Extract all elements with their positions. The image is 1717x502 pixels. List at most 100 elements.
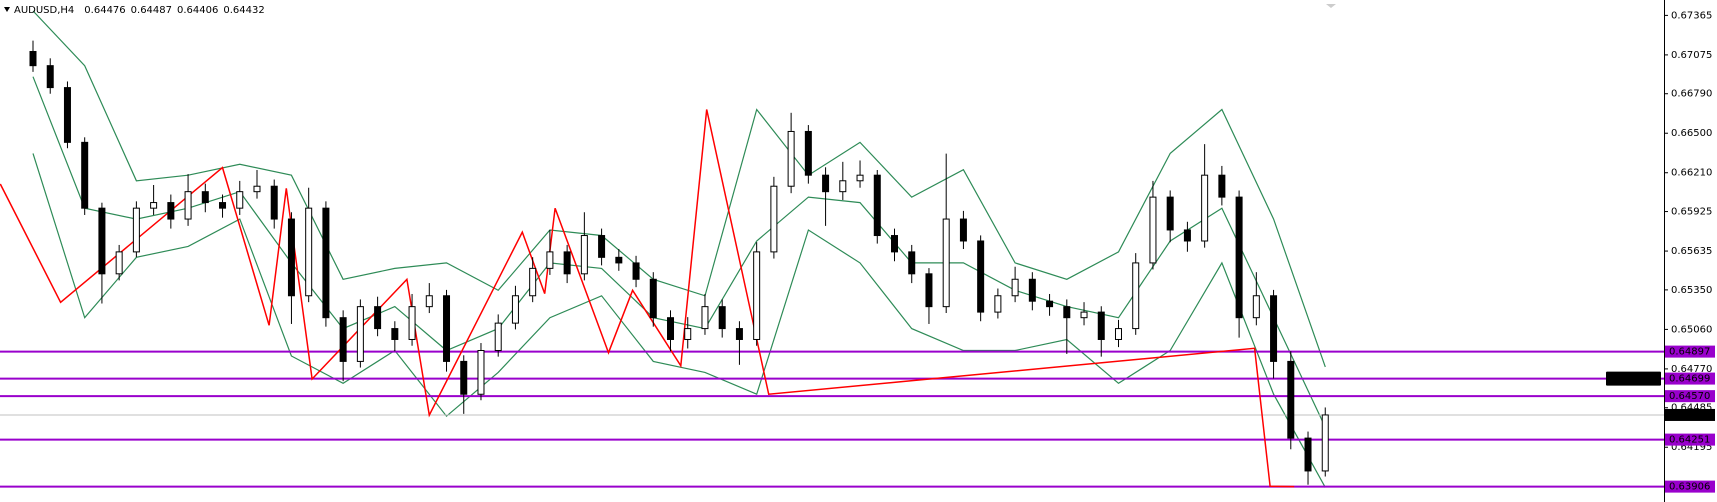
candle-body [356, 306, 364, 362]
quote-value: 0.64406 [177, 5, 218, 16]
candle-body [494, 322, 502, 352]
candle-body [201, 191, 209, 204]
symbol-title: AUDUSD,H4 [14, 5, 74, 16]
quote-value: 0.64432 [223, 5, 264, 16]
candle-body [477, 350, 485, 395]
bollinger-lower [32, 153, 1326, 488]
candle-body [891, 235, 898, 253]
candle-body [718, 306, 726, 330]
candle-body [1166, 196, 1174, 231]
bb-button[interactable] [1606, 371, 1661, 386]
level-label-box [1665, 390, 1715, 403]
level-label: 0.64897 [1669, 347, 1710, 358]
candle-body [1183, 229, 1191, 242]
current-price-label: 0.64432 [1669, 410, 1710, 421]
candle-body [1287, 360, 1295, 439]
candle-body [1114, 328, 1122, 340]
candle-body [649, 278, 657, 319]
candle-body [684, 328, 692, 340]
candle-body [856, 174, 864, 182]
candle-body [563, 251, 571, 275]
candle-body [1149, 196, 1157, 264]
y-tick-label: 0.65350 [1671, 285, 1712, 296]
candle-body [270, 185, 278, 220]
y-tick-label: 0.65925 [1671, 207, 1712, 218]
candle-body [873, 174, 881, 237]
candle-body [322, 207, 330, 319]
candle-body [81, 141, 89, 209]
candle-body [511, 295, 519, 324]
y-tick-label: 0.67075 [1671, 50, 1712, 61]
candle-body [787, 130, 795, 187]
y-tick-label: 0.66790 [1671, 89, 1712, 100]
candle-body [925, 273, 933, 308]
y-tick-label: 0.66210 [1671, 168, 1712, 179]
candle-body [1097, 311, 1105, 340]
y-tick-label: 0.65635 [1671, 246, 1712, 257]
candle-body [701, 306, 709, 330]
bollinger-middle [32, 76, 1326, 428]
candle-body [632, 262, 640, 280]
candle-body [408, 306, 416, 340]
candle-body [804, 130, 812, 176]
bollinger-upper [32, 10, 1326, 368]
candle-body [115, 251, 123, 275]
candle-body [132, 207, 140, 253]
current-price-box [1665, 408, 1715, 421]
level-label: 0.63906 [1669, 482, 1710, 493]
candle-body [822, 174, 830, 193]
symbol-menu-arrow[interactable] [4, 7, 10, 12]
candle-body [977, 240, 985, 313]
y-tick-label: 0.67365 [1671, 10, 1712, 21]
candle-body [184, 191, 192, 220]
zigzag [0, 109, 1295, 488]
candle-body [1218, 174, 1226, 198]
candle-body [1235, 196, 1243, 319]
candle-body [1132, 262, 1140, 330]
candle-body [735, 328, 743, 340]
candle-body [29, 50, 37, 67]
y-tick-label: 0.64770 [1671, 364, 1712, 375]
candle-body [1063, 306, 1071, 319]
candle-body [236, 191, 244, 209]
candle-body [339, 317, 347, 362]
candle-body [374, 306, 382, 330]
candle-body [839, 180, 847, 193]
candle-body [1028, 278, 1036, 302]
candle-body [1201, 174, 1209, 242]
candle-body [753, 251, 761, 340]
candle-body [1080, 311, 1088, 319]
candle-body [460, 360, 468, 395]
candle-body [305, 207, 313, 297]
candle-body [529, 267, 537, 297]
quote-value: 0.64487 [131, 5, 172, 16]
candle-body [1321, 414, 1329, 472]
candle-body [959, 218, 967, 242]
scroll-marker [1326, 4, 1336, 8]
quote-value: 0.64476 [84, 5, 125, 16]
candle-body [580, 235, 588, 275]
candle-body [1270, 295, 1278, 362]
candle-body [546, 251, 554, 269]
candle-body [425, 295, 433, 308]
y-tick-label: 0.65060 [1671, 324, 1712, 335]
bb-button-label[interactable]: BB ON [1617, 374, 1649, 385]
candle-body [615, 256, 623, 264]
y-tick-label: 0.64485 [1671, 403, 1712, 414]
candle-body [391, 328, 399, 340]
candle-body [98, 207, 106, 275]
candle-body [667, 317, 675, 340]
candle-body [598, 235, 606, 258]
level-label-box [1665, 345, 1715, 358]
candle-body [150, 202, 158, 209]
level-label: 0.64251 [1669, 435, 1710, 446]
candle-body [1046, 300, 1054, 308]
candle-body [287, 218, 295, 297]
candle-body [994, 295, 1002, 313]
candle-body [1011, 278, 1019, 297]
level-label: 0.64699 [1669, 374, 1710, 385]
candle-body [908, 251, 916, 275]
y-tick-label: 0.66500 [1671, 128, 1712, 139]
candle-body [942, 218, 950, 308]
